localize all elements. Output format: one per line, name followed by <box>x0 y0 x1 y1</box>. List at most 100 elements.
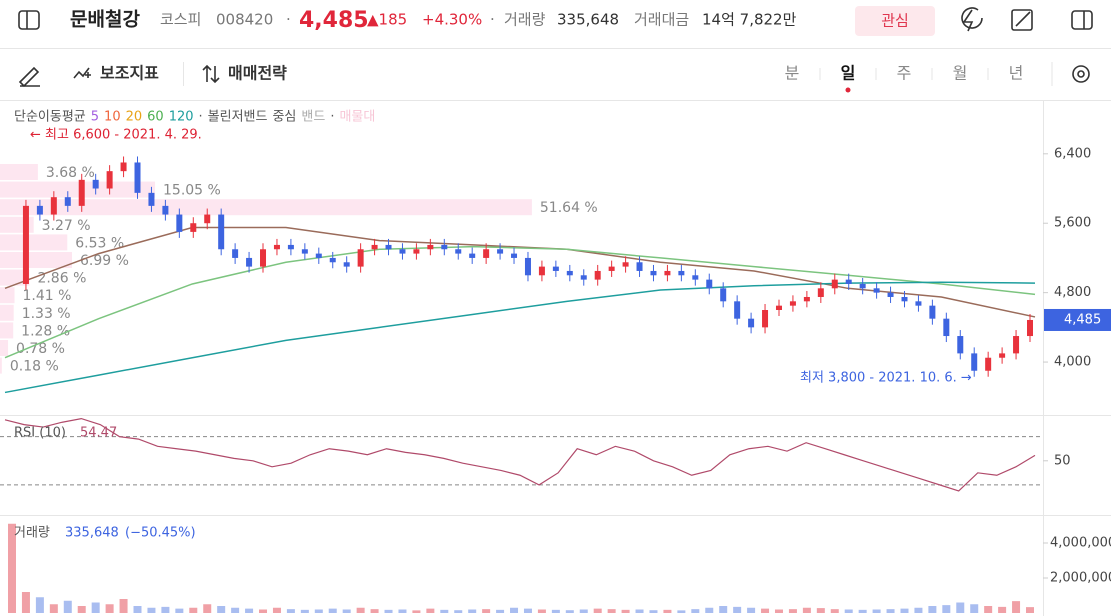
volume-bar <box>259 609 268 613</box>
volume-bar <box>928 606 937 613</box>
profile-label: 1.28 % <box>21 323 70 339</box>
volume-bar <box>328 608 337 613</box>
volume-bar <box>35 597 44 613</box>
candle <box>692 275 699 280</box>
volume-bar <box>454 610 463 613</box>
strategy-button[interactable]: 매매전략 <box>228 64 287 83</box>
volume-bar <box>900 608 909 613</box>
profile-label: 15.05 % <box>163 183 221 199</box>
volume-bar <box>77 606 86 613</box>
label: 코스피 <box>160 11 201 29</box>
volume-profile-bar <box>0 234 68 251</box>
volume-bar <box>105 604 114 613</box>
low-annotation: 최저 3,800 - 2021. 10. 6. → <box>800 371 972 386</box>
candle <box>803 296 810 302</box>
period-tab[interactable]: 분 <box>785 64 800 83</box>
volume-bar <box>942 605 951 613</box>
profile-label: 1.41 % <box>23 288 72 304</box>
volume-profile-bar <box>0 199 532 216</box>
candle <box>999 353 1006 358</box>
candle <box>566 270 573 276</box>
dividers <box>0 48 1111 616</box>
candle <box>636 262 643 271</box>
volume-bar <box>663 609 672 613</box>
volume-bar <box>286 609 295 613</box>
candle <box>943 318 950 337</box>
candle <box>301 249 308 254</box>
volume-bar <box>830 609 839 613</box>
candle <box>371 244 378 250</box>
indicators-button[interactable]: 보조지표 <box>100 64 159 83</box>
volume-change: (−50.45%) <box>125 526 196 541</box>
rsi-line <box>4 417 1036 492</box>
volume-bar <box>565 610 574 613</box>
volume-profile-bar <box>0 164 38 180</box>
candle <box>678 270 685 276</box>
volume-bar <box>8 523 16 613</box>
y-tick-label: 6,400 <box>1054 146 1091 161</box>
watch-button[interactable]: 관심 <box>881 12 909 30</box>
label: 008420 <box>216 11 273 29</box>
volume-bar <box>231 607 240 613</box>
high-annotation: ← 최고 6,600 - 2021. 4. 29. <box>30 128 202 143</box>
candle <box>427 244 434 250</box>
candle <box>734 301 741 319</box>
watch-button-bg[interactable] <box>855 6 935 36</box>
candle <box>232 249 239 258</box>
volume-value: 335,648 <box>65 526 119 541</box>
candle <box>594 270 601 280</box>
volume-bar <box>147 607 156 613</box>
volume-bar <box>635 609 644 613</box>
volume-bar <box>774 609 783 613</box>
candle <box>608 266 615 271</box>
volume-bar <box>21 592 30 613</box>
volume-bar <box>537 609 546 613</box>
candle <box>204 214 211 224</box>
volume-bar <box>440 609 449 613</box>
candle <box>748 318 755 328</box>
volume-bar <box>747 607 756 613</box>
volume-bar <box>802 607 811 613</box>
volume-bar <box>314 609 323 613</box>
y-tick-label: 4,000 <box>1054 355 1091 370</box>
candle <box>985 357 992 371</box>
y-tick-label: 2,000,000 <box>1050 571 1111 586</box>
volume-bar <box>482 609 491 613</box>
moving-average <box>4 226 1036 318</box>
period-tab[interactable]: 월 <box>953 64 968 83</box>
volume-bar <box>998 606 1007 613</box>
profile-label: 1.33 % <box>22 306 71 322</box>
profile-label: 2.86 % <box>37 271 86 287</box>
candle <box>162 205 169 215</box>
candle <box>106 171 113 189</box>
label: ▲185 <box>367 11 407 29</box>
period-tab[interactable]: 년 <box>1009 64 1024 83</box>
candle <box>720 288 727 302</box>
volume-profile-bar <box>0 287 15 304</box>
volume-bar <box>705 607 714 613</box>
volume-bar <box>189 607 198 613</box>
candle <box>50 197 57 215</box>
selected-dot <box>845 87 851 93</box>
candle <box>901 296 908 302</box>
label: 335,648 <box>557 11 619 29</box>
candle <box>552 266 559 271</box>
period-tab[interactable]: 일 <box>841 64 856 83</box>
candle <box>385 244 392 250</box>
legend-item: 20 <box>126 110 143 125</box>
volume-bar <box>175 608 184 613</box>
volume-profile-bar <box>0 181 156 198</box>
period-tab[interactable]: 주 <box>897 64 912 83</box>
candle <box>706 279 713 289</box>
candle <box>22 205 29 284</box>
volume-bar <box>272 607 281 613</box>
volume-bar <box>621 609 630 613</box>
legend-item: 단순이동평균 <box>14 110 86 125</box>
candle <box>1027 319 1033 337</box>
profile-label: 6.99 % <box>80 253 129 269</box>
volume-profile-bar <box>0 340 9 356</box>
candle <box>971 353 978 371</box>
candle <box>134 162 141 193</box>
legend-item: 10 <box>104 110 121 125</box>
